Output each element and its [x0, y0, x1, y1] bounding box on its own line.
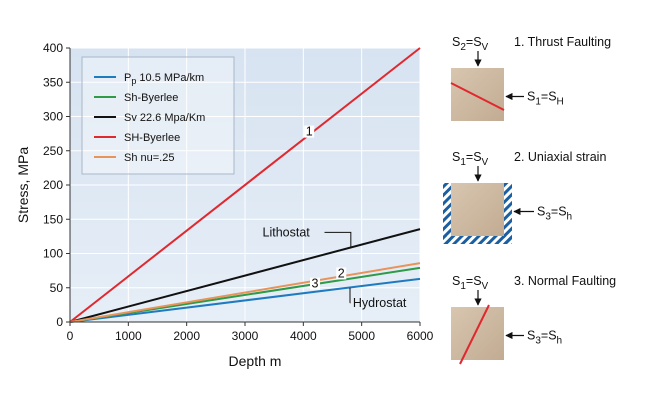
constraint-hatch-bottom: [443, 236, 512, 244]
vertical-stress-label: S2=SV: [452, 35, 489, 53]
x-tick-label: 3000: [232, 329, 259, 343]
x-tick-label: 1000: [115, 329, 142, 343]
x-tick-label: 4000: [290, 329, 317, 343]
axes: 0 1000 2000 3000 4000 5000 6000 0 50 100 150 200 250…: [43, 41, 434, 343]
regime-title: 1. Thrust Faulting: [514, 35, 611, 49]
stress-panel-2: S1=SV 2. Uniaxial strain S3=Sh: [443, 150, 606, 244]
legend-entry: SH-Byerlee: [124, 132, 180, 144]
horizontal-stress-label: S1=SH: [527, 90, 564, 108]
horizontal-stress-label: S3=Sh: [527, 329, 562, 347]
constraint-hatch-right: [504, 183, 512, 244]
y-tick-label: 0: [56, 315, 63, 329]
legend-entry: Sh nu=.25: [124, 152, 174, 164]
series-line-3: [69, 228, 421, 323]
thrust-fault-line: [450, 82, 505, 111]
y-tick-label: 250: [43, 144, 63, 158]
y-tick-label: 400: [43, 41, 63, 55]
stress-regime-panels: S2=SV 1. Thrust Faulting S1=SH S1=SV 2. Unia…: [443, 35, 616, 365]
legend-entry: Sv 22.6 Mpa/Km: [124, 112, 205, 124]
series-lines: [69, 47, 421, 323]
normal-fault-line: [459, 304, 490, 365]
y-axis-label: Stress, MPa: [15, 147, 31, 223]
hydrostat-label: Hydrostat: [353, 296, 407, 310]
vertical-stress-label: S1=SV: [452, 150, 489, 168]
curve-number-label: 2: [338, 266, 345, 280]
y-tick-label: 350: [43, 75, 63, 89]
y-tick-label: 100: [43, 247, 63, 261]
y-tick-label: 50: [50, 281, 64, 295]
series-line-4: [69, 47, 421, 323]
rock-block: [451, 68, 504, 121]
y-tick-label: 200: [43, 178, 63, 192]
lithostat-leader-line: [324, 231, 352, 247]
regime-title: 2. Uniaxial strain: [514, 150, 606, 164]
series-line-5: [69, 262, 421, 323]
y-tick-label: 150: [43, 212, 63, 226]
x-axis-label: Depth m: [229, 353, 282, 369]
x-tick-label: 5000: [348, 329, 375, 343]
curve-number-bg: [336, 267, 347, 280]
y-tick-label: 300: [43, 110, 63, 124]
regime-title: 3. Normal Faulting: [514, 274, 616, 288]
x-tick-label: 0: [67, 329, 74, 343]
legend-entry: Sh-Byerlee: [124, 92, 178, 104]
curve-number-bg: [304, 125, 315, 138]
curve-number-bg: [310, 277, 320, 290]
stress-panel-3: S1=SV 3. Normal Faulting S3=Sh: [451, 274, 616, 365]
legend-entry: Pp 10.5 MPa/km: [124, 72, 204, 86]
horizontal-stress-label: S3=Sh: [537, 205, 572, 223]
chart-annotations: 1 2 3 Lithostat Hydrostat: [263, 125, 407, 310]
legend: Pp 10.5 MPa/km Sh-Byerlee Sv 22.6 Mpa/Km SH…: [81, 56, 235, 175]
rock-block: [451, 183, 504, 236]
curve-number-label: 1: [306, 125, 313, 139]
curve-number-label: 3: [312, 277, 319, 291]
vertical-stress-label: S1=SV: [452, 274, 489, 292]
x-tick-label: 6000: [407, 329, 434, 343]
rock-block: [451, 307, 504, 360]
lithostat-label: Lithostat: [263, 225, 311, 239]
series-line-1: [69, 277, 421, 323]
x-tick-label: 2000: [173, 329, 200, 343]
stress-panel-1: S2=SV 1. Thrust Faulting S1=SH: [450, 35, 611, 121]
constraint-hatch-left: [443, 183, 451, 244]
